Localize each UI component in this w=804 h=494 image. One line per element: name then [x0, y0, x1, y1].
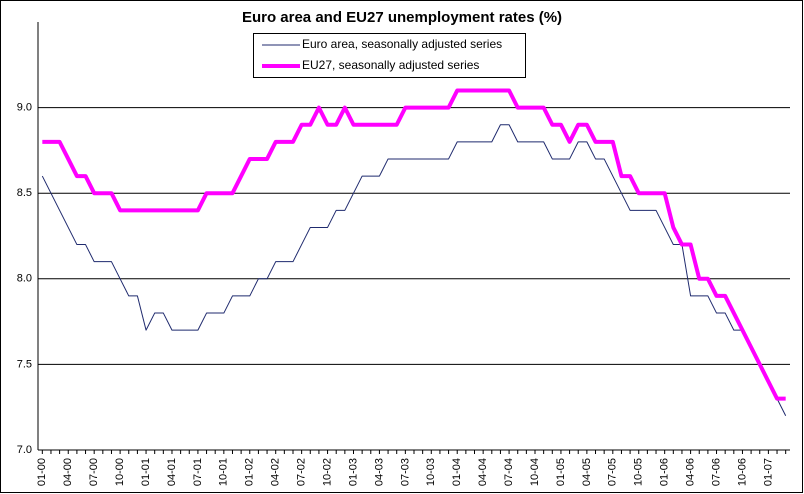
x-tick-label: 01-06: [659, 458, 671, 486]
x-tick-label: 10-01: [218, 458, 230, 486]
x-tick-label: 01-05: [555, 458, 567, 486]
x-tick-label: 01-03: [347, 458, 359, 486]
x-tick-label: 01-00: [36, 458, 48, 486]
legend-label: EU27, seasonally adjusted series: [302, 58, 479, 72]
chart-title: Euro area and EU27 unemployment rates (%…: [242, 9, 562, 26]
x-tick-label: 07-01: [192, 458, 204, 486]
x-tick-label: 07-02: [296, 458, 308, 486]
x-tick-label: 07-00: [88, 458, 100, 486]
y-tick-label: 7.5: [17, 358, 32, 370]
y-tick-label: 7.0: [17, 444, 32, 456]
x-tick-label: 01-04: [451, 458, 463, 486]
x-tick-label: 10-06: [736, 458, 748, 486]
x-tick-label: 01-07: [762, 458, 774, 486]
x-tick-label: 07-06: [710, 458, 722, 486]
x-tick-label: 10-00: [114, 458, 126, 486]
x-tick-label: 10-05: [633, 458, 645, 486]
y-tick-label: 9.0: [17, 102, 32, 114]
legend-box: [253, 33, 526, 78]
x-tick-label: 07-05: [607, 458, 619, 486]
x-tick-label: 04-04: [477, 458, 489, 486]
legend-label: Euro area, seasonally adjusted series: [302, 37, 502, 51]
series-line: [41, 124, 787, 416]
x-tick-label: 01-01: [140, 458, 152, 486]
x-tick-label: 04-05: [581, 458, 593, 486]
x-tick-label: 10-02: [321, 458, 333, 486]
series-line: [42, 88, 786, 401]
y-tick-label: 8.0: [17, 273, 32, 285]
x-tick-label: 01-02: [244, 458, 256, 486]
x-tick-label: 04-01: [166, 458, 178, 486]
x-tick-label: 04-02: [270, 458, 282, 486]
x-tick-label: 07-04: [503, 458, 515, 486]
y-tick-label: 8.5: [17, 187, 32, 199]
x-tick-label: 10-03: [425, 458, 437, 486]
x-tick-label: 04-00: [62, 458, 74, 486]
x-tick-label: 07-03: [399, 458, 411, 486]
x-tick-label: 10-04: [529, 458, 541, 486]
x-tick-label: 04-06: [685, 458, 697, 486]
x-tick-label: 04-03: [373, 458, 385, 486]
